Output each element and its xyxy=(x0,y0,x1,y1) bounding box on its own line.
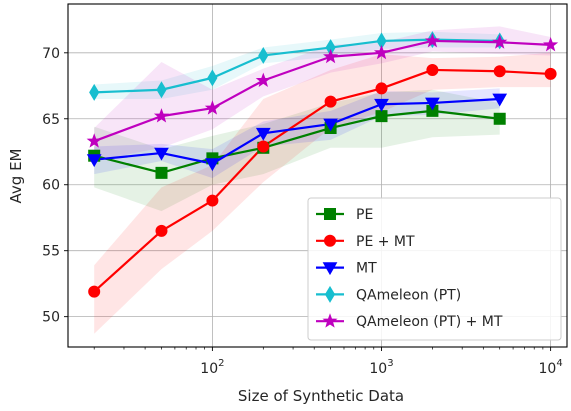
data-point-2 xyxy=(154,147,169,161)
data-point-1 xyxy=(544,67,557,80)
x-tick-label: 104 xyxy=(539,358,563,377)
data-point-1 xyxy=(155,224,168,237)
x-tick-label: 103 xyxy=(369,358,393,377)
data-point-2 xyxy=(492,93,508,107)
y-tick-label: 65 xyxy=(42,112,60,128)
x-tick-label: 102 xyxy=(200,358,224,377)
y-tick-label: 70 xyxy=(42,46,60,62)
confidence-band-2 xyxy=(94,88,500,179)
data-point-4 xyxy=(543,36,559,52)
x-tick-label-base: 10 xyxy=(200,361,218,377)
x-tick-label-exponent: 3 xyxy=(387,358,393,369)
data-point-2 xyxy=(255,127,271,141)
x-tick-label-exponent: 4 xyxy=(556,358,562,369)
data-point-0 xyxy=(155,166,168,179)
confidence-band-1 xyxy=(94,52,551,334)
legend-marker-0 xyxy=(324,208,336,220)
data-point-2 xyxy=(86,154,102,168)
data-point-2 xyxy=(205,158,220,172)
plot-frame xyxy=(67,3,568,348)
x-axis-label: Size of Synthetic Data xyxy=(238,387,404,405)
legend-marker-4 xyxy=(322,313,338,328)
x-tick-label-base: 10 xyxy=(369,361,387,377)
data-point-0 xyxy=(375,110,388,123)
legend-marker-3 xyxy=(324,285,336,303)
data-point-4 xyxy=(204,100,220,115)
data-point-1 xyxy=(257,140,270,153)
data-point-1 xyxy=(426,63,439,76)
y-tick-label: 60 xyxy=(42,178,60,194)
y-axis-label: Avg EM xyxy=(7,149,25,204)
data-point-4 xyxy=(255,72,271,87)
series-line-2 xyxy=(94,97,500,165)
data-point-3 xyxy=(156,81,167,99)
series-markers xyxy=(86,31,559,298)
y-tick-label: 55 xyxy=(42,244,60,260)
x-axis-ticks: 102 103 104 xyxy=(93,347,563,377)
legend-label-4: QAmeleon (PT) + MT xyxy=(356,314,503,330)
series-line-0 xyxy=(93,109,500,174)
legend-marker-2 xyxy=(322,262,338,276)
series-line-3 xyxy=(94,38,500,94)
legend-label-2: MT xyxy=(356,261,377,277)
legend: PE PE + MT MT QAmeleon (PT) QAmeleon (PT) + … xyxy=(307,197,562,341)
y-tick-label: 50 xyxy=(42,310,60,326)
data-point-1 xyxy=(493,65,506,78)
data-point-4 xyxy=(323,48,339,64)
data-point-2 xyxy=(374,98,389,112)
data-point-2 xyxy=(425,97,440,111)
x-tick-label-exponent: 2 xyxy=(218,358,224,369)
x-tick-label-base: 10 xyxy=(539,361,557,377)
data-point-4 xyxy=(424,32,440,48)
legend-label-0: PE xyxy=(356,207,373,223)
confidence-band-4 xyxy=(94,26,551,161)
legend-box xyxy=(307,197,562,341)
data-point-3 xyxy=(258,46,269,64)
data-point-3 xyxy=(89,83,100,101)
data-point-4 xyxy=(492,34,508,49)
data-point-1 xyxy=(324,95,337,108)
data-point-0 xyxy=(493,112,506,125)
data-point-2 xyxy=(323,118,338,132)
data-point-4 xyxy=(373,44,390,60)
data-point-1 xyxy=(88,285,101,298)
data-point-1 xyxy=(206,194,219,207)
data-point-4 xyxy=(153,108,170,123)
y-axis-ticks: 50 55 60 65 70 xyxy=(42,46,68,326)
data-point-3 xyxy=(207,69,218,87)
confidence-band-0 xyxy=(94,89,500,212)
data-point-1 xyxy=(375,82,388,95)
legend-label-3: QAmeleon (PT) xyxy=(356,287,461,303)
legend-marker-1 xyxy=(324,234,336,247)
legend-label-1: PE + MT xyxy=(356,234,415,250)
data-point-4 xyxy=(86,133,102,148)
